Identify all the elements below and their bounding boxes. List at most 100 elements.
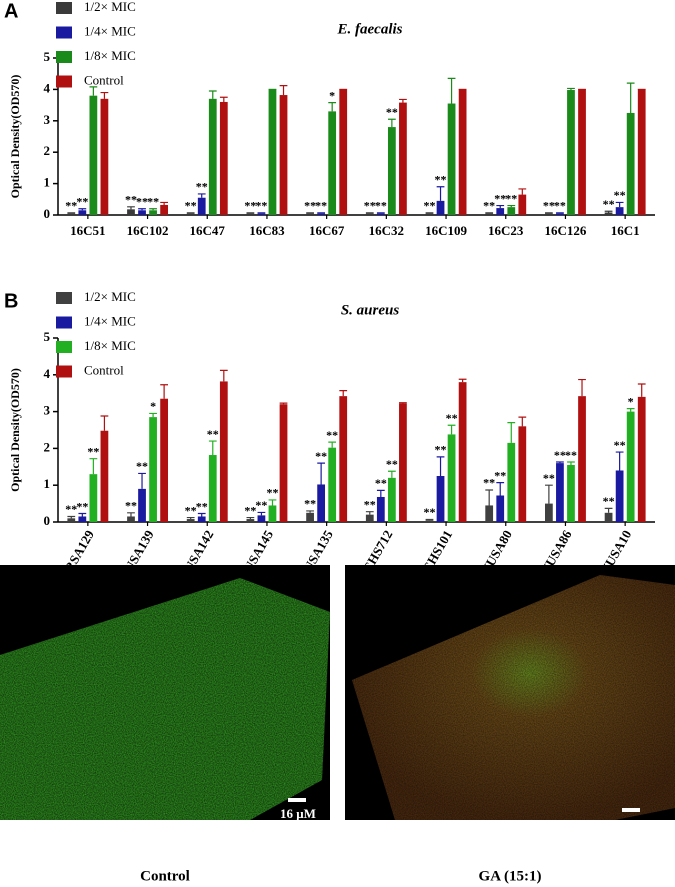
significance: ** <box>315 199 327 213</box>
significance: ** <box>255 199 267 213</box>
error-bar <box>149 412 157 418</box>
significance: ** <box>423 505 435 519</box>
error-bar <box>626 408 635 412</box>
bar <box>485 505 494 522</box>
legend-label: 1/4× MIC <box>84 23 136 38</box>
legend-label: 1/2× MIC <box>84 0 136 14</box>
error-bar <box>567 87 575 91</box>
legend-label: Control <box>84 362 124 377</box>
significance: ** <box>207 427 219 441</box>
bar <box>219 381 228 522</box>
bar <box>78 210 87 215</box>
significance: ** <box>147 194 159 208</box>
error-bar <box>246 516 255 520</box>
significance: ** <box>196 180 208 194</box>
error-bar <box>567 461 575 465</box>
error-bar <box>339 390 348 397</box>
error-bar <box>89 458 98 475</box>
scale-bar <box>288 798 306 802</box>
bar <box>399 102 407 215</box>
legend-label: 1/8× MIC <box>84 48 136 63</box>
significance: ** <box>375 476 387 490</box>
error-bar <box>496 482 505 496</box>
significance: ** <box>196 499 208 513</box>
significance: ** <box>554 199 566 213</box>
significance: ** <box>255 498 267 512</box>
legend-swatch <box>56 292 72 304</box>
error-bar <box>306 212 314 214</box>
error-bar <box>507 204 516 208</box>
error-bar <box>365 212 374 214</box>
significance: ** <box>614 438 626 452</box>
significance: ** <box>375 199 387 213</box>
error-bar <box>160 201 168 205</box>
bar <box>578 396 586 522</box>
significance: ** <box>543 471 555 485</box>
legend-label: 1/2× MIC <box>84 289 136 304</box>
legend-swatch <box>56 75 72 88</box>
bar <box>376 496 385 522</box>
significance: ** <box>386 105 398 119</box>
y-tick-label: 4 <box>44 80 51 95</box>
legend-swatch <box>56 51 72 63</box>
significance: ** <box>185 199 197 213</box>
error-bar <box>78 512 87 517</box>
significance: ** <box>565 448 577 462</box>
error-bar <box>317 462 326 485</box>
bar <box>127 209 135 215</box>
bar <box>567 464 575 522</box>
significance: ** <box>446 411 458 425</box>
significance: ** <box>483 476 495 490</box>
error-bar <box>138 208 146 211</box>
significance: * <box>329 88 335 102</box>
significance: ** <box>494 468 506 482</box>
bar <box>458 89 467 215</box>
significance: ** <box>266 486 278 500</box>
y-tick-label: 5 <box>44 49 51 64</box>
bar <box>604 212 613 215</box>
significance: * <box>150 399 156 413</box>
bar <box>399 403 407 522</box>
significance: ** <box>136 459 148 473</box>
panel-label: B <box>4 290 18 312</box>
significance: ** <box>244 503 256 517</box>
legend-label: 1/8× MIC <box>84 338 136 353</box>
caption: Control <box>140 868 190 884</box>
error-bar <box>436 186 445 201</box>
bar <box>160 204 168 215</box>
bar <box>545 503 553 522</box>
bar <box>436 200 445 215</box>
error-bar <box>615 201 624 208</box>
significance: ** <box>315 449 327 463</box>
bar <box>365 514 374 522</box>
error-bar <box>604 507 613 513</box>
bar <box>246 213 255 215</box>
significance: ** <box>435 172 447 186</box>
significance: ** <box>65 199 77 213</box>
error-bar <box>89 86 98 96</box>
bar <box>138 210 146 215</box>
error-bar <box>208 440 217 456</box>
significance: ** <box>136 194 148 208</box>
bar <box>67 213 76 215</box>
error-bar <box>279 85 288 96</box>
error-bar <box>545 484 553 504</box>
caption: GA (15:1) <box>479 868 542 884</box>
error-bar <box>604 210 613 213</box>
error-bar <box>376 212 385 214</box>
y-tick-label: 3 <box>44 112 51 127</box>
bar <box>425 213 434 215</box>
error-bar <box>637 383 646 397</box>
error-bar <box>425 212 434 214</box>
error-bar <box>279 402 288 405</box>
error-bar <box>197 193 206 198</box>
significance: ** <box>304 497 316 511</box>
micrograph-texture <box>0 578 330 820</box>
y-tick-label: 5 <box>44 329 51 344</box>
bar <box>78 516 87 522</box>
error-bar <box>246 212 255 214</box>
legend-swatch <box>56 316 72 329</box>
bar <box>306 213 314 215</box>
x-tick-label: 16C51 <box>70 223 105 238</box>
bar <box>485 213 494 215</box>
